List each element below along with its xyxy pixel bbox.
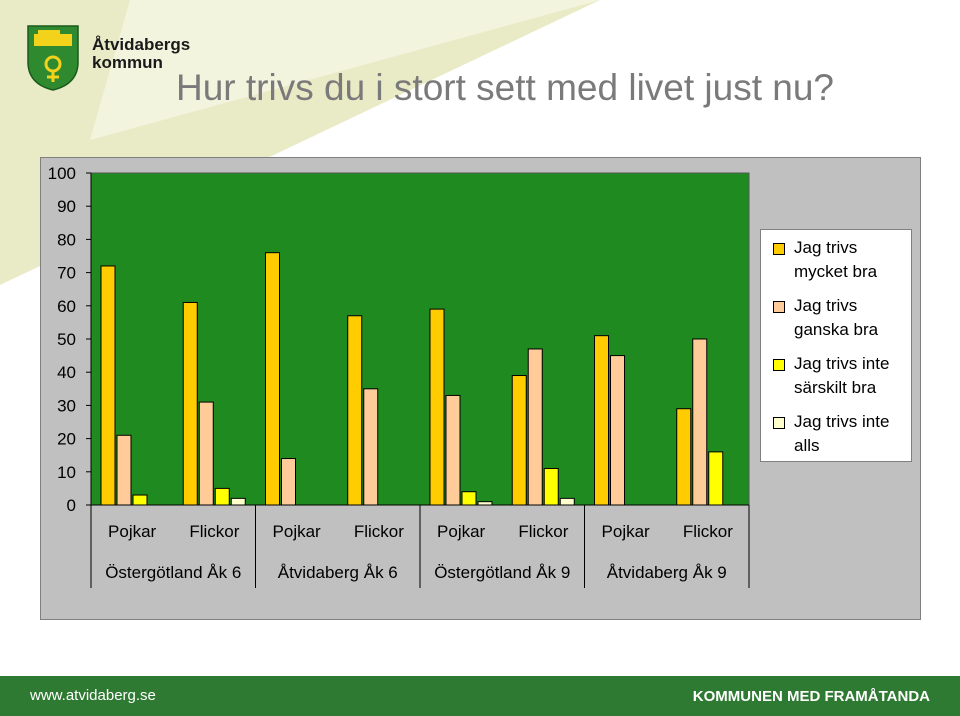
y-tick-label: 30 — [57, 396, 76, 415]
logo-line2: kommun — [92, 53, 163, 72]
bar — [708, 451, 724, 506]
x-tick-label: Flickor — [518, 522, 568, 541]
coat-of-arms-logo — [27, 25, 79, 91]
bar — [132, 494, 148, 506]
bar — [429, 308, 445, 506]
bar — [363, 388, 379, 506]
y-tick-label: 80 — [57, 230, 76, 249]
legend-item: Jag trivs inte alls — [773, 410, 907, 458]
x-tick-label: Pojkar — [602, 522, 651, 541]
page-title: Hur trivs du i stort sett med livet just… — [176, 67, 835, 108]
bar — [182, 301, 198, 506]
x-tick-label: Flickor — [683, 522, 733, 541]
x-group-label: Åtvidaberg Åk 9 — [607, 563, 727, 582]
bar — [594, 335, 609, 506]
chart-legend: Jag trivs mycket bra Jag trivs ganska bra… — [760, 229, 912, 462]
logo-line1: Åtvidabergs — [92, 35, 191, 54]
bar — [676, 408, 692, 506]
footer-url[interactable]: www.atvidaberg.se — [30, 687, 156, 704]
y-tick-label: 60 — [57, 297, 76, 316]
bar — [265, 252, 280, 506]
y-tick-label: 10 — [57, 463, 76, 482]
x-group-label: Östergötland Åk 9 — [434, 563, 570, 582]
x-tick-label: Pojkar — [108, 522, 157, 541]
x-tick-label: Pojkar — [437, 522, 486, 541]
legend-swatch — [773, 301, 785, 313]
x-tick-label: Pojkar — [273, 522, 322, 541]
legend-label: Jag trivs inte alls — [794, 412, 890, 455]
bar — [692, 338, 708, 506]
bar — [461, 491, 477, 506]
legend-swatch — [773, 417, 785, 429]
y-tick-label: 90 — [57, 197, 76, 216]
legend-item: Jag trivs ganska bra — [773, 294, 907, 342]
y-tick-label: 100 — [48, 164, 76, 183]
legend-item: Jag trivs mycket bra — [773, 236, 907, 284]
bar — [100, 265, 116, 506]
bar — [214, 487, 230, 506]
y-tick-label: 70 — [57, 264, 76, 283]
logo-wordmark: Åtvidabergs kommun — [92, 36, 190, 72]
bar — [511, 375, 527, 506]
x-group-label: Östergötland Åk 6 — [105, 563, 241, 582]
x-tick-label: Flickor — [354, 522, 404, 541]
y-tick-label: 20 — [57, 430, 76, 449]
bar — [610, 355, 625, 506]
legend-swatch — [773, 359, 785, 371]
bar — [477, 501, 493, 506]
x-group-label: Åtvidaberg Åk 6 — [278, 563, 398, 582]
bar — [198, 401, 214, 506]
bar — [559, 497, 575, 506]
legend-label: Jag trivs inte särskilt bra — [794, 354, 890, 397]
x-tick-label: Flickor — [189, 522, 239, 541]
bar — [543, 467, 559, 506]
footer-bar: www.atvidaberg.se KOMMUNEN MED FRAMÅTAND… — [0, 676, 960, 716]
y-tick-label: 0 — [67, 496, 76, 515]
legend-label: Jag trivs ganska bra — [794, 296, 879, 339]
footer-slogan: KOMMUNEN MED FRAMÅTANDA — [692, 688, 930, 705]
bar — [281, 458, 296, 506]
legend-label: Jag trivs mycket bra — [794, 238, 878, 281]
bar — [347, 315, 363, 506]
y-tick-label: 50 — [57, 330, 76, 349]
y-tick-label: 40 — [57, 363, 76, 382]
bar — [230, 497, 246, 506]
bar — [445, 394, 461, 506]
legend-swatch — [773, 243, 785, 255]
legend-item: Jag trivs inte särskilt bra — [773, 352, 907, 400]
bar — [527, 348, 543, 506]
bar — [116, 434, 132, 506]
